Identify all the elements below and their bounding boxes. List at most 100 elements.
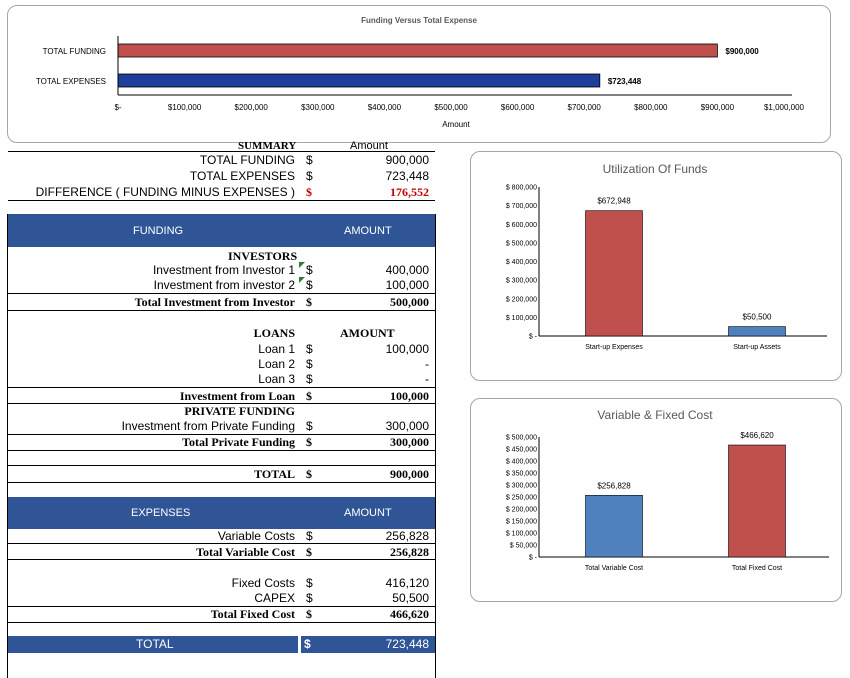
chart-title: Variable & Fixed Cost: [597, 408, 713, 422]
row-value: 256,828: [390, 545, 429, 559]
summary-label: TOTAL FUNDING: [199, 153, 295, 167]
row-label: Fixed Costs: [231, 576, 295, 590]
row-label: Investment from Loan: [179, 389, 295, 403]
data-label: $256,828: [597, 481, 631, 490]
summary-value: 176,552: [390, 185, 429, 199]
tick-label: $ 50,000: [510, 543, 537, 550]
tick-label: $ -: [529, 555, 538, 562]
row-label: Total Private Funding: [182, 435, 295, 449]
category-label: Start-up Assets: [733, 344, 781, 351]
comment-marker-icon: [299, 277, 305, 283]
comment-marker-icon: [299, 262, 305, 268]
summary-row-expenses: TOTAL EXPENSES $ 723,448: [8, 168, 435, 184]
row-value: 100,000: [385, 342, 429, 356]
row-value: 500,000: [390, 295, 429, 309]
loans-amount-header: AMOUNT: [340, 326, 395, 340]
loans-title: LOANS: [253, 326, 295, 340]
tick-label: $ 250,000: [506, 495, 537, 502]
fixed-cost-row: Fixed Costs $ 416,120: [8, 575, 435, 591]
total-investor-row: Total Investment from Investor $ 500,000: [8, 294, 435, 310]
row-label: Total Investment from Investor: [134, 295, 295, 309]
tick-label: $ 300,000: [506, 483, 537, 490]
row-label: CAPEX: [254, 591, 295, 605]
divider: [8, 543, 435, 544]
currency-sign: $: [306, 529, 313, 543]
summary-section: SUMMARY Amount TOTAL FUNDING $ 900,000 T…: [8, 140, 435, 202]
row-value: -: [425, 357, 429, 371]
bar-0: [585, 210, 643, 337]
tick-label: $900,000: [701, 103, 735, 112]
currency-sign: $: [306, 545, 312, 559]
tick-label: $400,000: [368, 103, 402, 112]
variable-total-row: Total Variable Cost $ 256,828: [8, 544, 435, 560]
summary-value: 900,000: [385, 153, 429, 167]
category-label: TOTAL EXPENSES: [36, 77, 106, 86]
row-value: 466,620: [390, 607, 429, 621]
tick-label: $-: [114, 103, 121, 112]
divider: [8, 434, 435, 435]
divider: [8, 465, 435, 466]
tick-label: $700,000: [568, 103, 602, 112]
private-total-row: Total Private Funding $ 300,000: [8, 434, 435, 450]
private-title: PRIVATE FUNDING: [184, 404, 295, 418]
currency-sign: $: [306, 185, 312, 199]
summary-header-label: SUMMARY: [238, 140, 297, 152]
tick-label: $100,000: [168, 103, 202, 112]
loan-total-row: Investment from Loan $ 100,000: [8, 388, 435, 404]
tick-label: $ 200,000: [506, 507, 537, 514]
variable-fixed-svg: Variable & Fixed Cost $ - $ 50,000 $ 100,00…: [506, 408, 829, 572]
loan2-row: Loan 2 $ -: [8, 356, 435, 372]
tick-label: $ 800,000: [506, 185, 537, 192]
funding-header-amount: AMOUNT: [344, 225, 392, 237]
row-label: Investment from investor 2: [153, 278, 295, 292]
summary-row-difference: DIFFERENCE ( FUNDING MINUS EXPENSES ) $ …: [8, 184, 435, 200]
currency-sign: $: [304, 637, 311, 651]
summary-value: 723,448: [385, 169, 429, 183]
investor1-row: Investment from Investor 1 $ 400,000: [8, 262, 435, 278]
row-value: 100,000: [390, 389, 429, 403]
summary-header-amount: Amount: [350, 140, 388, 152]
row-value: 400,000: [385, 263, 429, 277]
loan1-row: Loan 1 $ 100,000: [8, 341, 435, 357]
variable-cost-row: Variable Costs $ 256,828: [8, 528, 435, 544]
currency-sign: $: [306, 263, 313, 277]
tick-label: $ 400,000: [506, 459, 537, 466]
funding-vs-expense-chart: Funding Versus Total Expense TOTAL FUNDIN…: [7, 5, 831, 143]
tick-label: $ -: [529, 334, 538, 341]
data-label: $50,500: [743, 313, 772, 322]
tick-label: $ 700,000: [506, 203, 537, 210]
funding-vs-expense-svg: Funding Versus Total Expense TOTAL FUNDIN…: [36, 16, 805, 129]
currency-sign: $: [306, 389, 312, 403]
summary-label: TOTAL EXPENSES: [189, 169, 295, 183]
divider: [8, 482, 435, 483]
row-label: Loan 3: [258, 372, 295, 386]
currency-sign: $: [306, 153, 313, 167]
row-label: Investment from Investor 1: [152, 263, 295, 277]
investor2-row: Investment from investor 2 $ 100,000: [8, 277, 435, 293]
variable-fixed-chart: Variable & Fixed Cost $ - $ 50,000 $ 100,00…: [470, 398, 842, 602]
row-value: 900,000: [390, 467, 429, 481]
funding-header-label: FUNDING: [133, 225, 184, 237]
row-label: Loan 1: [258, 342, 295, 356]
expenses-header: EXPENSES AMOUNT: [8, 497, 435, 529]
currency-sign: $: [306, 576, 313, 590]
tick-label: $1,000,000: [764, 103, 805, 112]
summary-bottom-line: [8, 200, 435, 201]
investors-title: INVESTORS: [228, 249, 298, 263]
tick-label: $ 200,000: [506, 296, 537, 303]
category-label: Start-up Expenses: [585, 344, 643, 351]
currency-sign: $: [306, 169, 313, 183]
utilization-chart: Utilization Of Funds $ - $ 100,000 $ 200,00…: [470, 151, 842, 381]
currency-sign: $: [306, 278, 313, 292]
currency-sign: $: [306, 372, 313, 386]
category-label: Total Fixed Cost: [732, 565, 782, 572]
row-label: Total Fixed Cost: [210, 607, 295, 621]
funding-total-row: TOTAL $ 900,000: [8, 466, 435, 482]
loans-title-row: LOANS AMOUNT: [8, 325, 435, 341]
private-row: Investment from Private Funding $ 300,00…: [8, 418, 435, 434]
tick-label: $ 150,000: [506, 519, 537, 526]
tick-label: $ 100,000: [506, 531, 537, 538]
tick-label: $ 300,000: [506, 278, 537, 285]
summary-label: DIFFERENCE ( FUNDING MINUS EXPENSES ): [35, 185, 295, 199]
row-value: 300,000: [390, 435, 429, 449]
